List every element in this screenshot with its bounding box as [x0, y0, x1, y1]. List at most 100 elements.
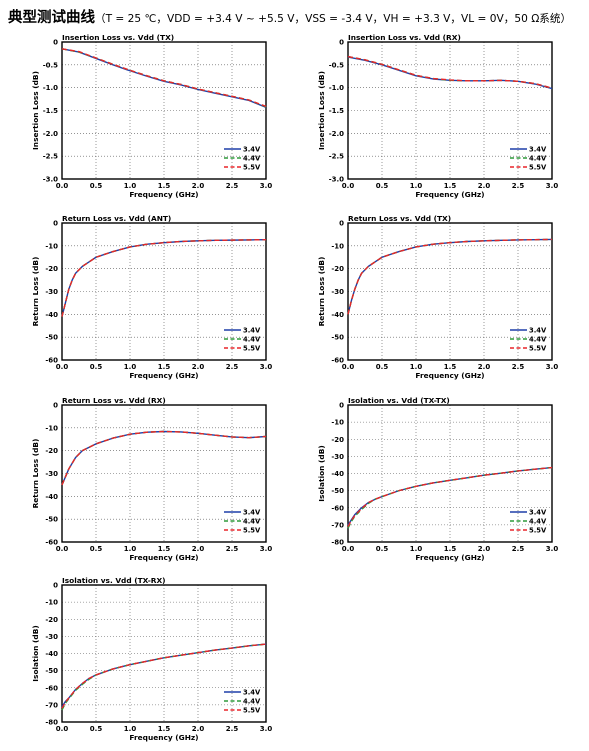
plot-frame — [61, 404, 267, 543]
y-tick-label: -2.5 — [329, 153, 344, 161]
x-tick-label: 1.0 — [410, 363, 423, 371]
y-axis-label: Insertion Loss (dB) — [317, 71, 326, 150]
series-4.4v-legend-label: 4.4V — [243, 155, 261, 163]
y-tick-label: -2.5 — [43, 153, 58, 161]
x-tick-label: 2.5 — [512, 545, 525, 553]
test-conditions: （T = 25 ℃，VDD = +3.4 V ~ +5.5 V，VSS = -3… — [95, 13, 572, 25]
chart-title: Insertion Loss vs. Vdd (RX) — [348, 33, 461, 42]
y-axis-label: Insertion Loss (dB) — [31, 71, 40, 150]
y-tick-label: -50 — [45, 667, 58, 675]
plot-frame — [347, 404, 553, 543]
y-tick-label: 0 — [53, 39, 58, 47]
x-tick-label: 2.5 — [226, 545, 239, 553]
x-tick-label: 0.5 — [376, 363, 389, 371]
chart-svg: Return Loss vs. Vdd (ANT) 0.0 0.5 1.0 1.5 2.0… — [31, 214, 272, 380]
y-tick-label: -1.5 — [329, 107, 344, 115]
chart-panel-insertion-loss-tx: Insertion Loss vs. Vdd (TX) 0.0 0.5 1.0 1.5 2… — [4, 33, 274, 206]
y-tick-label: -70 — [331, 521, 344, 529]
chart-svg: Return Loss vs. Vdd (TX) 0.0 0.5 1.0 1.5 2.0 2… — [317, 214, 559, 380]
plot-frame — [61, 584, 267, 723]
y-tick-label: -10 — [45, 424, 58, 432]
x-tick-label: 0.0 — [342, 545, 355, 553]
x-tick-label: 2.5 — [226, 725, 239, 733]
y-tick-label: -0.5 — [43, 61, 58, 69]
page-header: 典型测试曲线（T = 25 ℃，VDD = +3.4 V ~ +5.5 V，VS… — [8, 6, 571, 27]
x-tick-label: 1.5 — [444, 363, 457, 371]
y-tick-label: 0 — [339, 220, 344, 228]
series-5.5v-line — [61, 238, 267, 317]
series-5.5v-line — [347, 466, 553, 527]
chart-title: Return Loss vs. Vdd (TX) — [348, 214, 451, 223]
chart-svg: Return Loss vs. Vdd (RX) 0.0 0.5 1.0 1.5 2.0 2… — [31, 396, 273, 562]
series-3.4v-legend-label: 3.4V — [243, 327, 261, 335]
x-tick-label: 2.0 — [478, 545, 491, 553]
x-tick-label: 2.5 — [226, 363, 239, 371]
x-tick-label: 3.0 — [260, 725, 273, 733]
y-axis-label: Return Loss (dB) — [317, 257, 326, 327]
y-tick-label: -60 — [45, 684, 58, 692]
y-tick-label: -40 — [331, 311, 344, 319]
y-tick-label: -20 — [45, 616, 58, 624]
series-3.4v-legend-label: 3.4V — [243, 509, 261, 517]
y-tick-label: -70 — [45, 701, 58, 709]
x-tick-label: 3.0 — [546, 363, 559, 371]
series-4.4v-legend-label: 4.4V — [243, 336, 261, 344]
series-5.5v-line — [347, 55, 553, 89]
series-4.4v-legend-label: 4.4V — [243, 518, 261, 526]
chart-svg: Insertion Loss vs. Vdd (RX) 0.0 0.5 1.0 1.5 2… — [317, 33, 559, 199]
x-tick-label: 1.0 — [124, 363, 137, 371]
y-tick-label: -30 — [331, 453, 344, 461]
series-5.5v-legend-label: 5.5V — [243, 345, 261, 353]
x-tick-label: 0.5 — [90, 725, 103, 733]
y-tick-label: -10 — [331, 242, 344, 250]
series-3.4v-legend-label: 3.4V — [529, 146, 547, 154]
y-axis-label: Return Loss (dB) — [31, 257, 40, 327]
chart-title: Return Loss vs. Vdd (RX) — [62, 396, 166, 405]
x-tick-label: 0.5 — [90, 363, 103, 371]
y-tick-label: -10 — [45, 599, 58, 607]
x-axis-label: Frequency (GHz) — [415, 190, 484, 199]
y-tick-label: -10 — [45, 242, 58, 250]
plot-frame — [347, 222, 553, 361]
x-tick-label: 1.0 — [124, 545, 137, 553]
y-tick-label: -30 — [45, 633, 58, 641]
x-tick-label: 2.0 — [478, 182, 491, 190]
series-5.5v-legend-label: 5.5V — [529, 527, 547, 535]
y-tick-label: -30 — [331, 288, 344, 296]
y-tick-label: -30 — [45, 288, 58, 296]
x-tick-label: 2.0 — [192, 545, 205, 553]
y-tick-label: -50 — [331, 487, 344, 495]
series-4.4v-legend-label: 4.4V — [529, 518, 547, 526]
x-axis-label: Frequency (GHz) — [129, 371, 198, 380]
chart-svg: Insertion Loss vs. Vdd (TX) 0.0 0.5 1.0 1.5 2… — [31, 33, 273, 199]
series-5.5v-line — [347, 238, 553, 315]
series-3.4v-legend-label: 3.4V — [243, 689, 261, 697]
chart-title: Isolation vs. Vdd (TX-RX) — [62, 576, 166, 585]
y-tick-label: -3.0 — [43, 176, 58, 184]
x-tick-label: 3.0 — [260, 182, 273, 190]
y-tick-label: 0 — [53, 220, 58, 228]
x-tick-label: 2.5 — [226, 182, 239, 190]
x-tick-label: 0.0 — [342, 182, 355, 190]
series-5.5v-line — [61, 643, 267, 709]
x-tick-label: 1.5 — [444, 182, 457, 190]
x-tick-label: 0.5 — [376, 182, 389, 190]
x-axis-label: Frequency (GHz) — [415, 371, 484, 380]
x-tick-label: 0.0 — [56, 363, 69, 371]
x-tick-label: 3.0 — [260, 545, 273, 553]
chart-panel-return-loss-tx: Return Loss vs. Vdd (TX) 0.0 0.5 1.0 1.5 2.0 2… — [290, 214, 560, 387]
y-tick-label: -2.0 — [329, 130, 344, 138]
x-tick-label: 1.5 — [158, 363, 171, 371]
y-axis-label: Isolation (dB) — [317, 445, 326, 501]
y-tick-label: -2.0 — [43, 130, 58, 138]
series-3.4v-legend-label: 3.4V — [529, 509, 547, 517]
x-tick-label: 3.0 — [546, 182, 559, 190]
chart-panel-insertion-loss-rx: Insertion Loss vs. Vdd (RX) 0.0 0.5 1.0 1.5 2… — [290, 33, 560, 206]
y-tick-label: -0.5 — [329, 61, 344, 69]
x-tick-label: 0.5 — [90, 545, 103, 553]
chart-title: Return Loss vs. Vdd (ANT) — [62, 214, 171, 223]
series-5.5v-legend-label: 5.5V — [243, 164, 261, 172]
x-tick-label: 2.0 — [192, 182, 205, 190]
plot-frame — [61, 222, 267, 361]
x-tick-label: 1.0 — [410, 182, 423, 190]
